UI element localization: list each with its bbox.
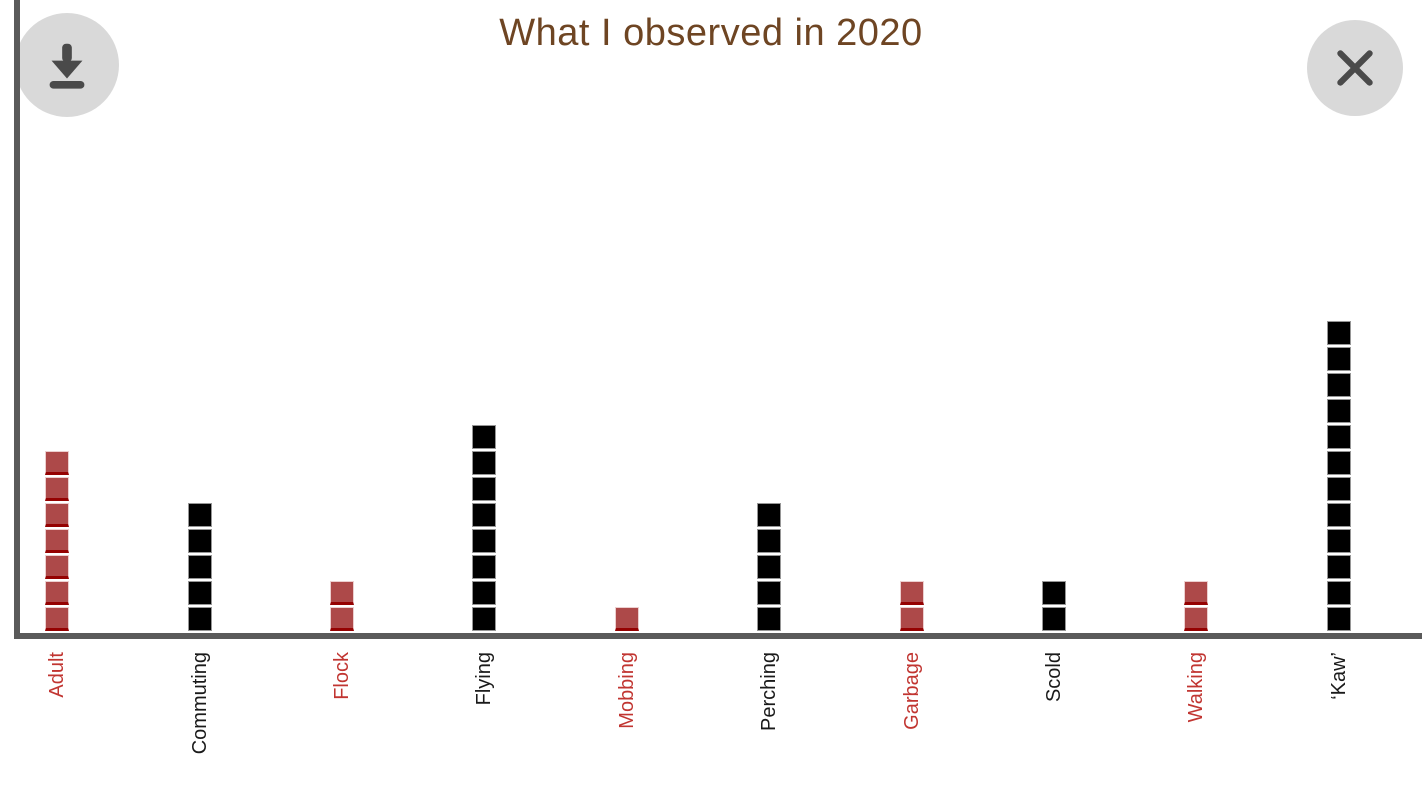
observation-square (1184, 581, 1209, 605)
observation-square (757, 503, 782, 527)
observation-square (757, 607, 782, 631)
observation-square (1326, 477, 1351, 501)
observation-square (899, 607, 924, 631)
x-axis-label: Mobbing (615, 652, 638, 729)
x-label-cell-garbage: Garbage (840, 652, 982, 800)
observation-square (472, 555, 497, 579)
observation-square (187, 555, 212, 579)
observation-square (1326, 451, 1351, 475)
observation-square (1184, 607, 1209, 631)
bar-column-walking (1125, 0, 1267, 633)
observation-square (45, 555, 70, 579)
observation-square (45, 581, 70, 605)
bar-column-flock (271, 0, 413, 633)
close-button[interactable] (1307, 20, 1403, 116)
observation-square (45, 607, 70, 631)
observation-square (472, 425, 497, 449)
observation-square (1326, 581, 1351, 605)
bar-column-kaw (1268, 0, 1410, 633)
observation-square (1326, 529, 1351, 553)
observation-square (1326, 425, 1351, 449)
observation-square (330, 607, 355, 631)
bar-column-mobbing (556, 0, 698, 633)
observation-square (1326, 399, 1351, 423)
chart-title: What I observed in 2020 (499, 12, 923, 54)
x-axis-line (14, 633, 1422, 639)
close-icon (1330, 43, 1380, 93)
observation-square (1326, 347, 1351, 371)
observation-square (1326, 607, 1351, 631)
x-axis-label: Scold (1043, 652, 1066, 703)
observation-square (187, 607, 212, 631)
x-label-cell-kaw: ‘Kaw’ (1268, 652, 1410, 800)
bar-column-adult (0, 0, 128, 633)
x-label-cell-adult: Adult (0, 652, 128, 800)
observation-square (472, 607, 497, 631)
observation-square (1326, 555, 1351, 579)
plot-area (0, 0, 1410, 633)
observation-square (45, 503, 70, 527)
observation-square (1326, 373, 1351, 397)
observation-square (45, 451, 70, 475)
x-axis-label: Garbage (900, 652, 923, 730)
observation-square (757, 529, 782, 553)
download-button[interactable] (15, 13, 119, 117)
observation-square (1326, 503, 1351, 527)
bar-column-flying (413, 0, 555, 633)
x-axis-label: Flock (331, 652, 354, 700)
x-label-cell-perching: Perching (698, 652, 840, 800)
x-axis-label: ‘Kaw’ (1327, 652, 1350, 700)
bar-column-garbage (840, 0, 982, 633)
x-label-cell-mobbing: Mobbing (556, 652, 698, 800)
observation-square (757, 555, 782, 579)
x-axis-label: Perching (758, 652, 781, 731)
observation-square (757, 581, 782, 605)
y-axis-line (14, 0, 20, 639)
x-axis-label: Adult (46, 652, 69, 698)
observation-square (187, 529, 212, 553)
observation-square (472, 529, 497, 553)
x-label-cell-walking: Walking (1125, 652, 1267, 800)
observation-square (472, 451, 497, 475)
x-axis-label: Flying (473, 652, 496, 706)
observation-square (187, 581, 212, 605)
x-axis-label: Walking (1185, 652, 1208, 723)
observation-square (1042, 581, 1067, 605)
x-axis-labels: Adult Commuting Flock Flying Mobbing Perching… (0, 652, 1410, 800)
observation-square (1042, 607, 1067, 631)
x-label-cell-commuting: Commuting (128, 652, 270, 800)
observation-square (1326, 321, 1351, 345)
x-axis-label: Commuting (188, 652, 211, 755)
x-label-cell-scold: Scold (983, 652, 1125, 800)
x-label-cell-flock: Flock (271, 652, 413, 800)
observation-square (614, 607, 639, 631)
bar-column-scold (983, 0, 1125, 633)
bar-column-commuting (128, 0, 270, 633)
observation-square (45, 529, 70, 553)
bar-column-perching (698, 0, 840, 633)
download-icon (38, 36, 96, 94)
observation-square (472, 581, 497, 605)
observation-square (330, 581, 355, 605)
observation-square (187, 503, 212, 527)
observation-square (472, 503, 497, 527)
observation-square (899, 581, 924, 605)
observation-square (45, 477, 70, 501)
observation-square (472, 477, 497, 501)
x-label-cell-flying: Flying (413, 652, 555, 800)
